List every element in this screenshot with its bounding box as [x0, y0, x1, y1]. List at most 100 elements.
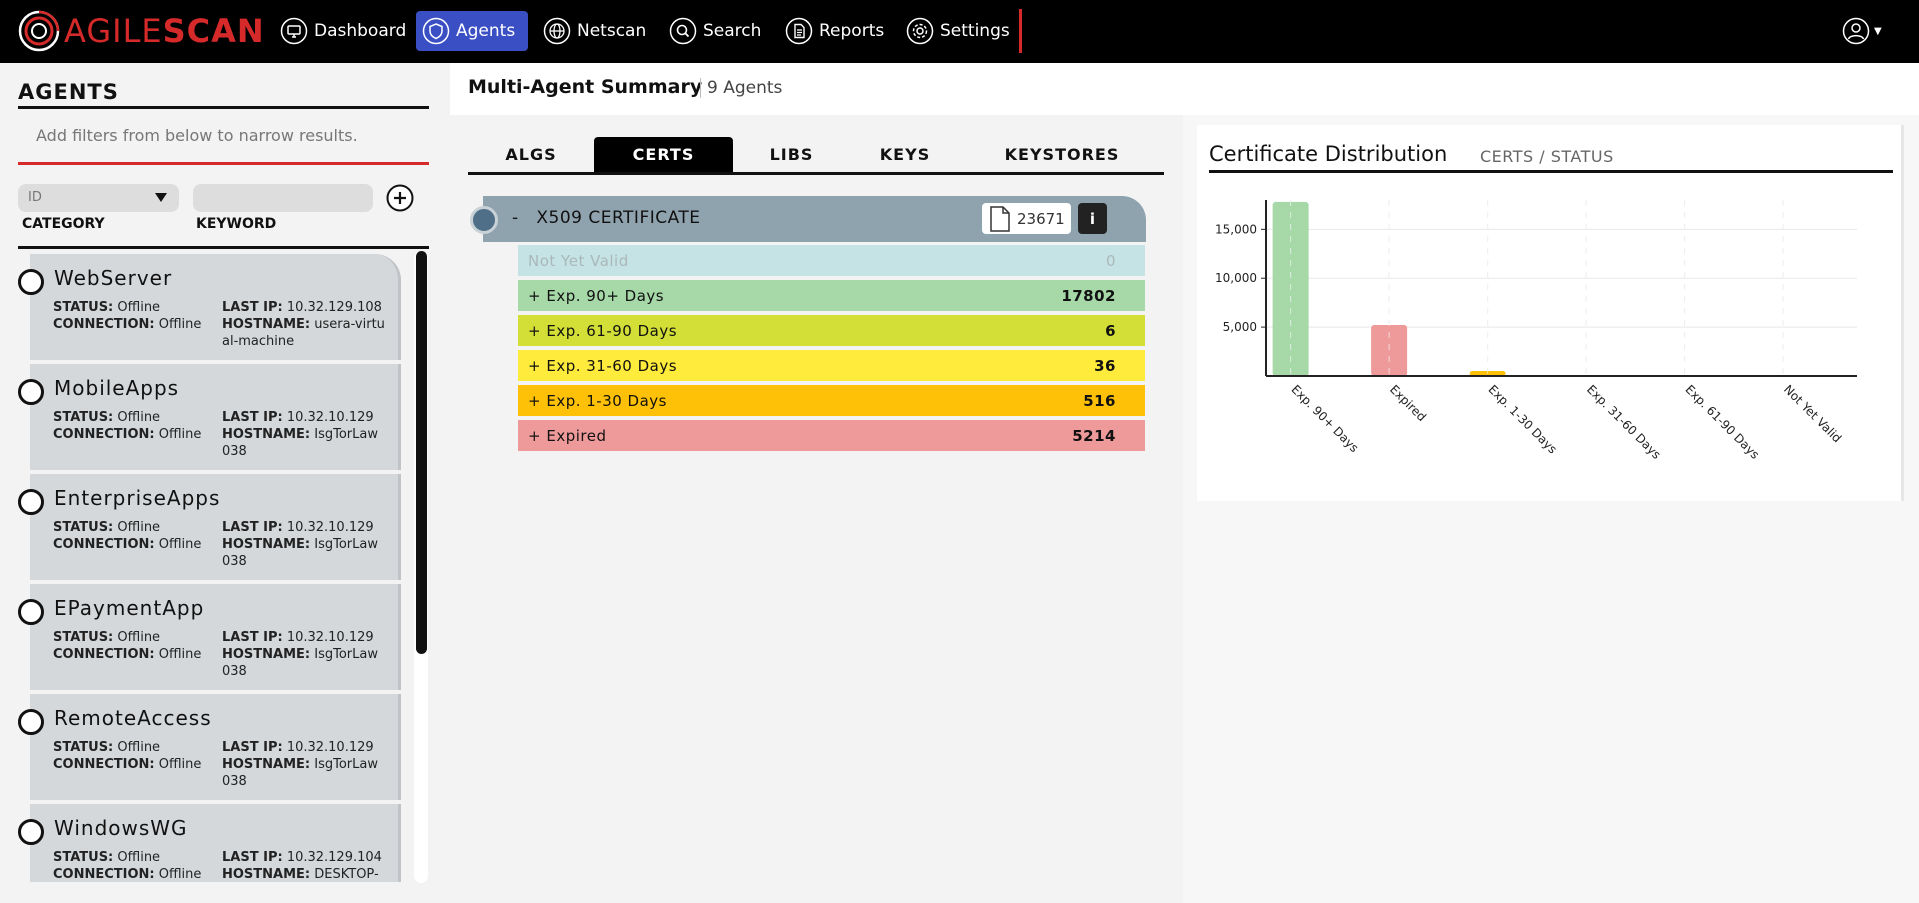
- tab-keys[interactable]: KEYS: [879, 145, 931, 164]
- agent-connection: CONNECTION: Offline: [53, 866, 213, 882]
- cert-status-count: 5214: [1072, 426, 1116, 445]
- last-ip-label: LAST IP:: [222, 410, 283, 425]
- agent-card[interactable]: WebServer STATUS: Offline CONNECTION: Offl…: [18, 254, 401, 360]
- user-menu[interactable]: ▼: [1842, 15, 1892, 47]
- nav-reports[interactable]: Reports: [779, 11, 889, 51]
- nav-search[interactable]: Search: [663, 11, 763, 51]
- nav-reports-label: Reports: [819, 21, 885, 41]
- tab-keystores[interactable]: KEYSTORES: [1004, 145, 1120, 164]
- agent-select-radio[interactable]: [18, 489, 44, 515]
- agent-status: STATUS: Offline: [53, 299, 213, 316]
- category-value: ID: [28, 190, 42, 205]
- cert-count: 23671: [1017, 209, 1065, 228]
- category-select[interactable]: ID: [18, 184, 179, 212]
- nav-agents-label: Agents: [456, 21, 516, 41]
- agent-card[interactable]: EnterpriseApps STATUS: Offline CONNECTION:…: [18, 474, 401, 580]
- agent-status-block: STATUS: Offline CONNECTION: Offline: [53, 519, 213, 553]
- status-value: Offline: [117, 630, 161, 645]
- nav-netscan[interactable]: Netscan: [537, 11, 647, 51]
- agent-select-radio[interactable]: [18, 819, 44, 845]
- agent-last-ip: LAST IP: 10.32.129.108: [222, 299, 392, 316]
- keyword-input[interactable]: [193, 184, 373, 212]
- x-tick-label: Expired: [1387, 382, 1429, 424]
- cert-status-row[interactable]: + Exp. 90+ Days 17802: [518, 280, 1145, 311]
- agent-card[interactable]: MobileApps STATUS: Offline CONNECTION: Off…: [18, 364, 401, 470]
- connection-label: CONNECTION:: [53, 647, 155, 662]
- cert-group-radio[interactable]: [470, 206, 498, 234]
- agent-connection: CONNECTION: Offline: [53, 426, 213, 443]
- nav-dashboard[interactable]: Dashboard: [274, 11, 409, 51]
- nav-settings[interactable]: Settings: [900, 11, 1012, 51]
- connection-label: CONNECTION:: [53, 867, 155, 882]
- tab-certs[interactable]: CERTS: [594, 137, 733, 172]
- cert-status-label: + Expired: [528, 426, 607, 445]
- bar: [1371, 325, 1408, 376]
- connection-value: Offline: [158, 867, 202, 882]
- scrollbar-thumb[interactable]: [416, 251, 427, 654]
- agent-network-block: LAST IP: 10.32.10.129 HOSTNAME: IsgTorLaw…: [222, 629, 392, 680]
- agent-select-radio[interactable]: [18, 379, 44, 405]
- nav-agents[interactable]: Agents: [416, 11, 528, 51]
- last-ip-label: LAST IP:: [222, 850, 283, 865]
- chart-title: Certificate Distribution: [1209, 142, 1448, 166]
- tab-algs[interactable]: ALGS: [505, 145, 557, 164]
- agent-card-bg: [30, 254, 401, 360]
- agent-select-radio[interactable]: [18, 599, 44, 625]
- agent-hostname: HOSTNAME: DESKTOP-: [222, 866, 392, 882]
- cert-status-row[interactable]: + Exp. 61-90 Days 6: [518, 315, 1145, 346]
- agent-card[interactable]: EPaymentApp STATUS: Offline CONNECTION: Of…: [18, 584, 401, 690]
- agent-last-ip: LAST IP: 10.32.10.129: [222, 629, 392, 646]
- cert-status-row[interactable]: + Exp. 31-60 Days 36: [518, 350, 1145, 381]
- agent-network-block: LAST IP: 10.32.10.129 HOSTNAME: IsgTorLaw…: [222, 519, 392, 570]
- last-ip-value: 10.32.10.129: [286, 410, 374, 425]
- agent-card[interactable]: RemoteAccess STATUS: Offline CONNECTION: O…: [18, 694, 401, 800]
- cert-count-badge[interactable]: 23671: [982, 203, 1071, 234]
- status-value: Offline: [117, 410, 161, 425]
- status-value: Offline: [117, 300, 161, 315]
- info-button[interactable]: i: [1078, 203, 1107, 234]
- agents-sidebar: AGENTS Add filters from below to narrow …: [0, 63, 450, 903]
- filter-hint: Add filters from below to narrow results…: [36, 126, 358, 145]
- agent-card[interactable]: WindowsWG STATUS: Offline CONNECTION: Offl…: [18, 804, 401, 882]
- agent-hostname: HOSTNAME: usera-virtu al-machine: [222, 316, 392, 350]
- agent-status: STATUS: Offline: [53, 629, 213, 646]
- agent-list: WebServer STATUS: Offline CONNECTION: Offl…: [18, 254, 430, 882]
- status-value: Offline: [117, 740, 161, 755]
- x-tick-label: Exp. 90+ Days: [1289, 382, 1362, 455]
- agent-last-ip: LAST IP: 10.32.10.129: [222, 519, 392, 536]
- cert-status-label: Not Yet Valid: [528, 251, 629, 270]
- shield-icon: [422, 17, 450, 45]
- cert-status-row[interactable]: + Exp. 1-30 Days 516: [518, 385, 1145, 416]
- agent-name: RemoteAccess: [54, 706, 212, 730]
- brand-logo[interactable]: AGILESCAN: [18, 10, 265, 52]
- hostname-label: HOSTNAME:: [222, 647, 311, 662]
- cert-group-title[interactable]: - X509 CERTIFICATE: [512, 208, 701, 228]
- brand-name: AGILESCAN: [64, 10, 265, 52]
- agent-last-ip: LAST IP: 10.32.10.129: [222, 739, 392, 756]
- agent-select-radio[interactable]: [18, 269, 44, 295]
- agent-card-bg: [30, 474, 401, 580]
- connection-label: CONNECTION:: [53, 757, 155, 772]
- last-ip-value: 10.32.129.108: [286, 300, 382, 315]
- hostname-label: HOSTNAME:: [222, 867, 311, 882]
- cert-status-row[interactable]: Not Yet Valid 0: [518, 245, 1145, 276]
- last-ip-label: LAST IP:: [222, 740, 283, 755]
- gear-icon: [906, 17, 934, 45]
- certificate-distribution-chart: 5,000 10,000 15,000 Exp. 90+ Days Expired Exp…: [1215, 200, 1857, 462]
- user-icon: [1842, 17, 1870, 45]
- cert-status-count: 17802: [1061, 286, 1116, 305]
- agent-select-radio[interactable]: [18, 709, 44, 735]
- connection-value: Offline: [158, 317, 202, 332]
- cert-status-row[interactable]: + Expired 5214: [518, 420, 1145, 451]
- x-tick-label: Exp. 61-90 Days: [1683, 382, 1763, 462]
- agent-network-block: LAST IP: 10.32.129.108 HOSTNAME: usera-vi…: [222, 299, 392, 350]
- add-filter-button[interactable]: [386, 184, 414, 212]
- brand-part2: SCAN: [162, 12, 265, 50]
- hostname-label: HOSTNAME:: [222, 427, 311, 442]
- tab-libs[interactable]: LIBS: [769, 145, 814, 164]
- connection-value: Offline: [158, 427, 202, 442]
- collapse-toggle[interactable]: -: [512, 208, 519, 228]
- nav-settings-label: Settings: [940, 21, 1010, 41]
- chevron-down-icon: ▼: [1874, 25, 1882, 37]
- y-tick-label: 15,000: [1215, 222, 1257, 236]
